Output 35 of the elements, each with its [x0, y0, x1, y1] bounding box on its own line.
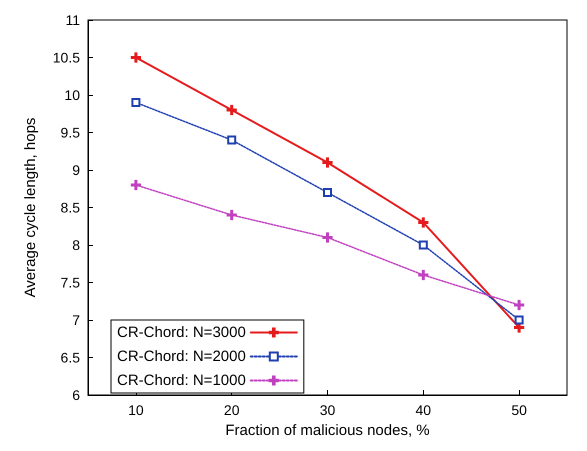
- y-tick-label: 7: [72, 312, 80, 328]
- x-tick-label: 50: [511, 402, 528, 418]
- legend-label: CR-Chord: N=1000: [117, 372, 246, 389]
- legend-label: CR-Chord: N=2000: [117, 348, 246, 365]
- point: [130, 52, 141, 63]
- point: [514, 316, 524, 324]
- point: [418, 240, 428, 250]
- point: [130, 180, 141, 190]
- point: [131, 98, 140, 107]
- point: [322, 232, 333, 243]
- y-tick-label: 6: [72, 387, 80, 403]
- y-tick-label: 8: [72, 237, 80, 253]
- point: [418, 217, 428, 228]
- y-tick-label: 7.5: [60, 274, 80, 290]
- x-tick-label: 20: [224, 402, 240, 418]
- legend-label: CR-Chord: N=3000: [117, 324, 246, 341]
- x-axis-title: Fraction of malicious nodes, %: [225, 422, 430, 439]
- y-axis-title: Average cycle length, hops: [22, 118, 39, 298]
- y-tick-label: 8.5: [60, 200, 80, 216]
- y-tick-label: 9: [72, 162, 80, 178]
- point: [227, 136, 236, 144]
- point: [323, 188, 332, 197]
- x-tick-label: 40: [416, 402, 432, 418]
- y-tick-label: 10: [64, 87, 80, 103]
- y-tick-label: 10.5: [52, 50, 80, 66]
- point: [226, 210, 237, 220]
- y-tick-label: 6.5: [60, 350, 80, 366]
- y-tick-label: 11: [65, 12, 80, 28]
- point: [322, 157, 333, 168]
- x-tick-label: 30: [320, 402, 336, 418]
- point: [514, 300, 524, 310]
- x-tick-label: 10: [128, 402, 144, 418]
- point: [418, 270, 428, 280]
- point: [226, 104, 237, 116]
- y-tick-label: 9.5: [60, 124, 80, 140]
